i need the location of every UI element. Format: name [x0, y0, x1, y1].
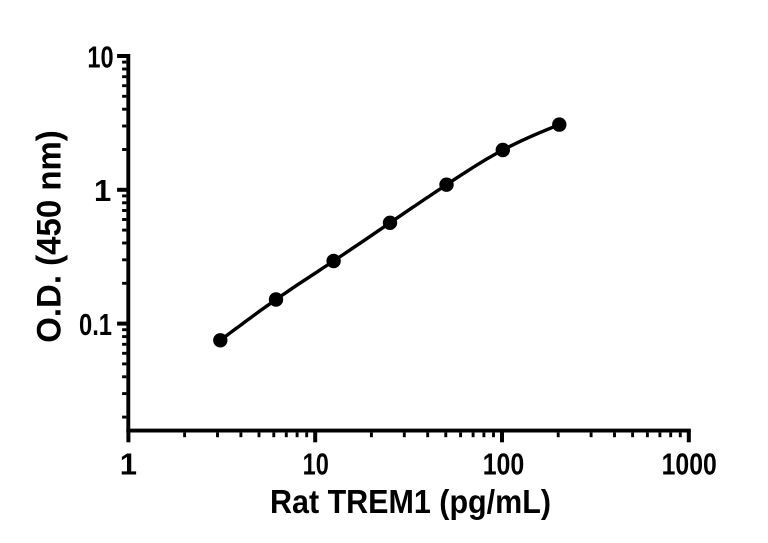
svg-text:10: 10 [87, 39, 113, 74]
svg-text:O.D. (450 nm): O.D. (450 nm) [31, 130, 69, 343]
svg-text:100: 100 [483, 446, 525, 481]
svg-text:0.1: 0.1 [79, 307, 112, 342]
svg-text:1: 1 [94, 173, 111, 208]
svg-text:10: 10 [303, 446, 329, 481]
svg-text:1000: 1000 [662, 446, 717, 481]
svg-text:Rat TREM1 (pg/mL): Rat TREM1 (pg/mL) [270, 483, 551, 520]
svg-text:1: 1 [120, 446, 137, 481]
